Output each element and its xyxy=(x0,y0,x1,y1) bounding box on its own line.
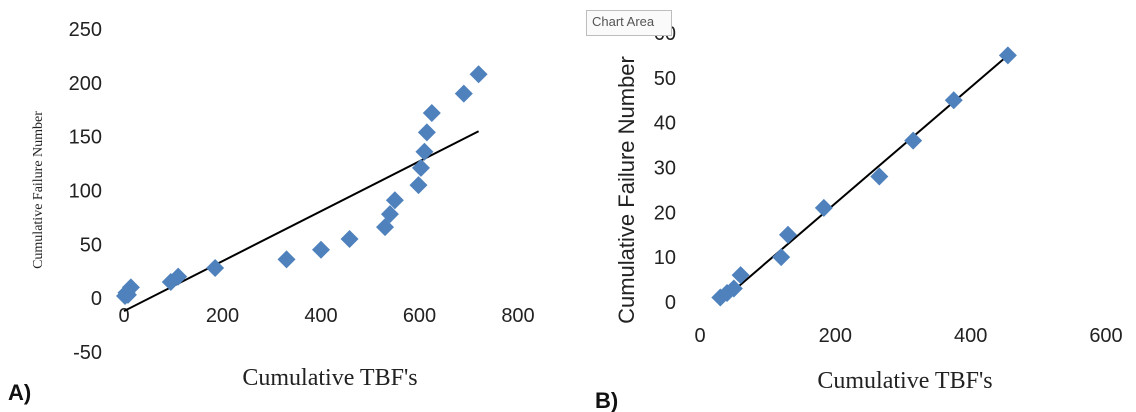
panel-b-label: B) xyxy=(595,388,618,412)
x-tick-label: 400 xyxy=(304,305,337,327)
y-tick-label: 50 xyxy=(80,234,102,256)
y-tick-label: 0 xyxy=(665,292,676,314)
data-point-marker xyxy=(380,205,399,224)
x-axis-label: Cumulative TBF's xyxy=(817,368,992,394)
x-tick-label: 200 xyxy=(819,325,852,347)
y-tick-label: 150 xyxy=(69,127,102,149)
data-point-marker xyxy=(121,278,140,297)
data-point-marker xyxy=(998,46,1017,65)
x-tick-label: 200 xyxy=(206,305,239,327)
x-tick-label: 0 xyxy=(118,305,129,327)
chart-b: 01020304050600200400600Cumulative TBF'sC… xyxy=(614,23,1123,394)
data-point-marker xyxy=(169,267,188,286)
data-point-marker xyxy=(731,266,750,285)
data-point-marker xyxy=(409,176,428,195)
y-tick-label: 200 xyxy=(69,73,102,95)
data-point-marker xyxy=(772,248,791,267)
y-tick-label: 100 xyxy=(69,181,102,203)
panel-a-label: A) xyxy=(8,380,31,405)
data-point-marker xyxy=(469,65,488,84)
x-tick-label: 600 xyxy=(1089,325,1122,347)
data-point-marker xyxy=(870,167,889,186)
y-tick-label: 0 xyxy=(91,288,102,310)
y-axis-label: Cumulative Failure Number xyxy=(614,56,639,324)
x-tick-label: 600 xyxy=(403,305,436,327)
y-tick-label: 50 xyxy=(654,68,676,90)
data-point-marker xyxy=(411,158,430,177)
x-tick-label: 0 xyxy=(694,325,705,347)
y-axis-label: Cumulative Failure Number xyxy=(31,111,46,269)
data-point-marker xyxy=(944,91,963,110)
data-point-marker xyxy=(454,84,473,103)
data-point-marker xyxy=(385,191,404,210)
y-tick-label: 40 xyxy=(654,113,676,135)
data-point-marker xyxy=(904,131,923,150)
chart-area-tooltip xyxy=(586,10,672,36)
data-point-marker xyxy=(415,142,434,161)
data-point-marker xyxy=(814,198,833,217)
data-point-marker xyxy=(340,229,359,248)
data-point-marker xyxy=(312,240,330,259)
y-tick-label: 250 xyxy=(69,19,102,41)
data-point-marker xyxy=(277,250,296,269)
x-axis-label: Cumulative TBF's xyxy=(242,365,417,391)
y-tick-label: -50 xyxy=(73,342,102,364)
data-point-marker xyxy=(778,225,797,244)
x-tick-label: 400 xyxy=(954,325,987,347)
chart-a: -50 0 50 100 150 200 250 0 200 400 600 800 Cumulativ… xyxy=(31,19,535,391)
data-point-marker xyxy=(724,279,743,298)
x-tick-label: 800 xyxy=(501,305,534,327)
trendline xyxy=(719,54,1009,303)
y-tick-label: 10 xyxy=(654,247,676,269)
data-point-marker xyxy=(206,259,225,278)
y-tick-label: 20 xyxy=(654,202,676,224)
data-point-marker xyxy=(417,123,436,142)
chart-area-tooltip-text: Chart Area xyxy=(592,14,655,29)
y-tick-label: 30 xyxy=(654,158,676,180)
data-point-marker xyxy=(422,103,441,122)
